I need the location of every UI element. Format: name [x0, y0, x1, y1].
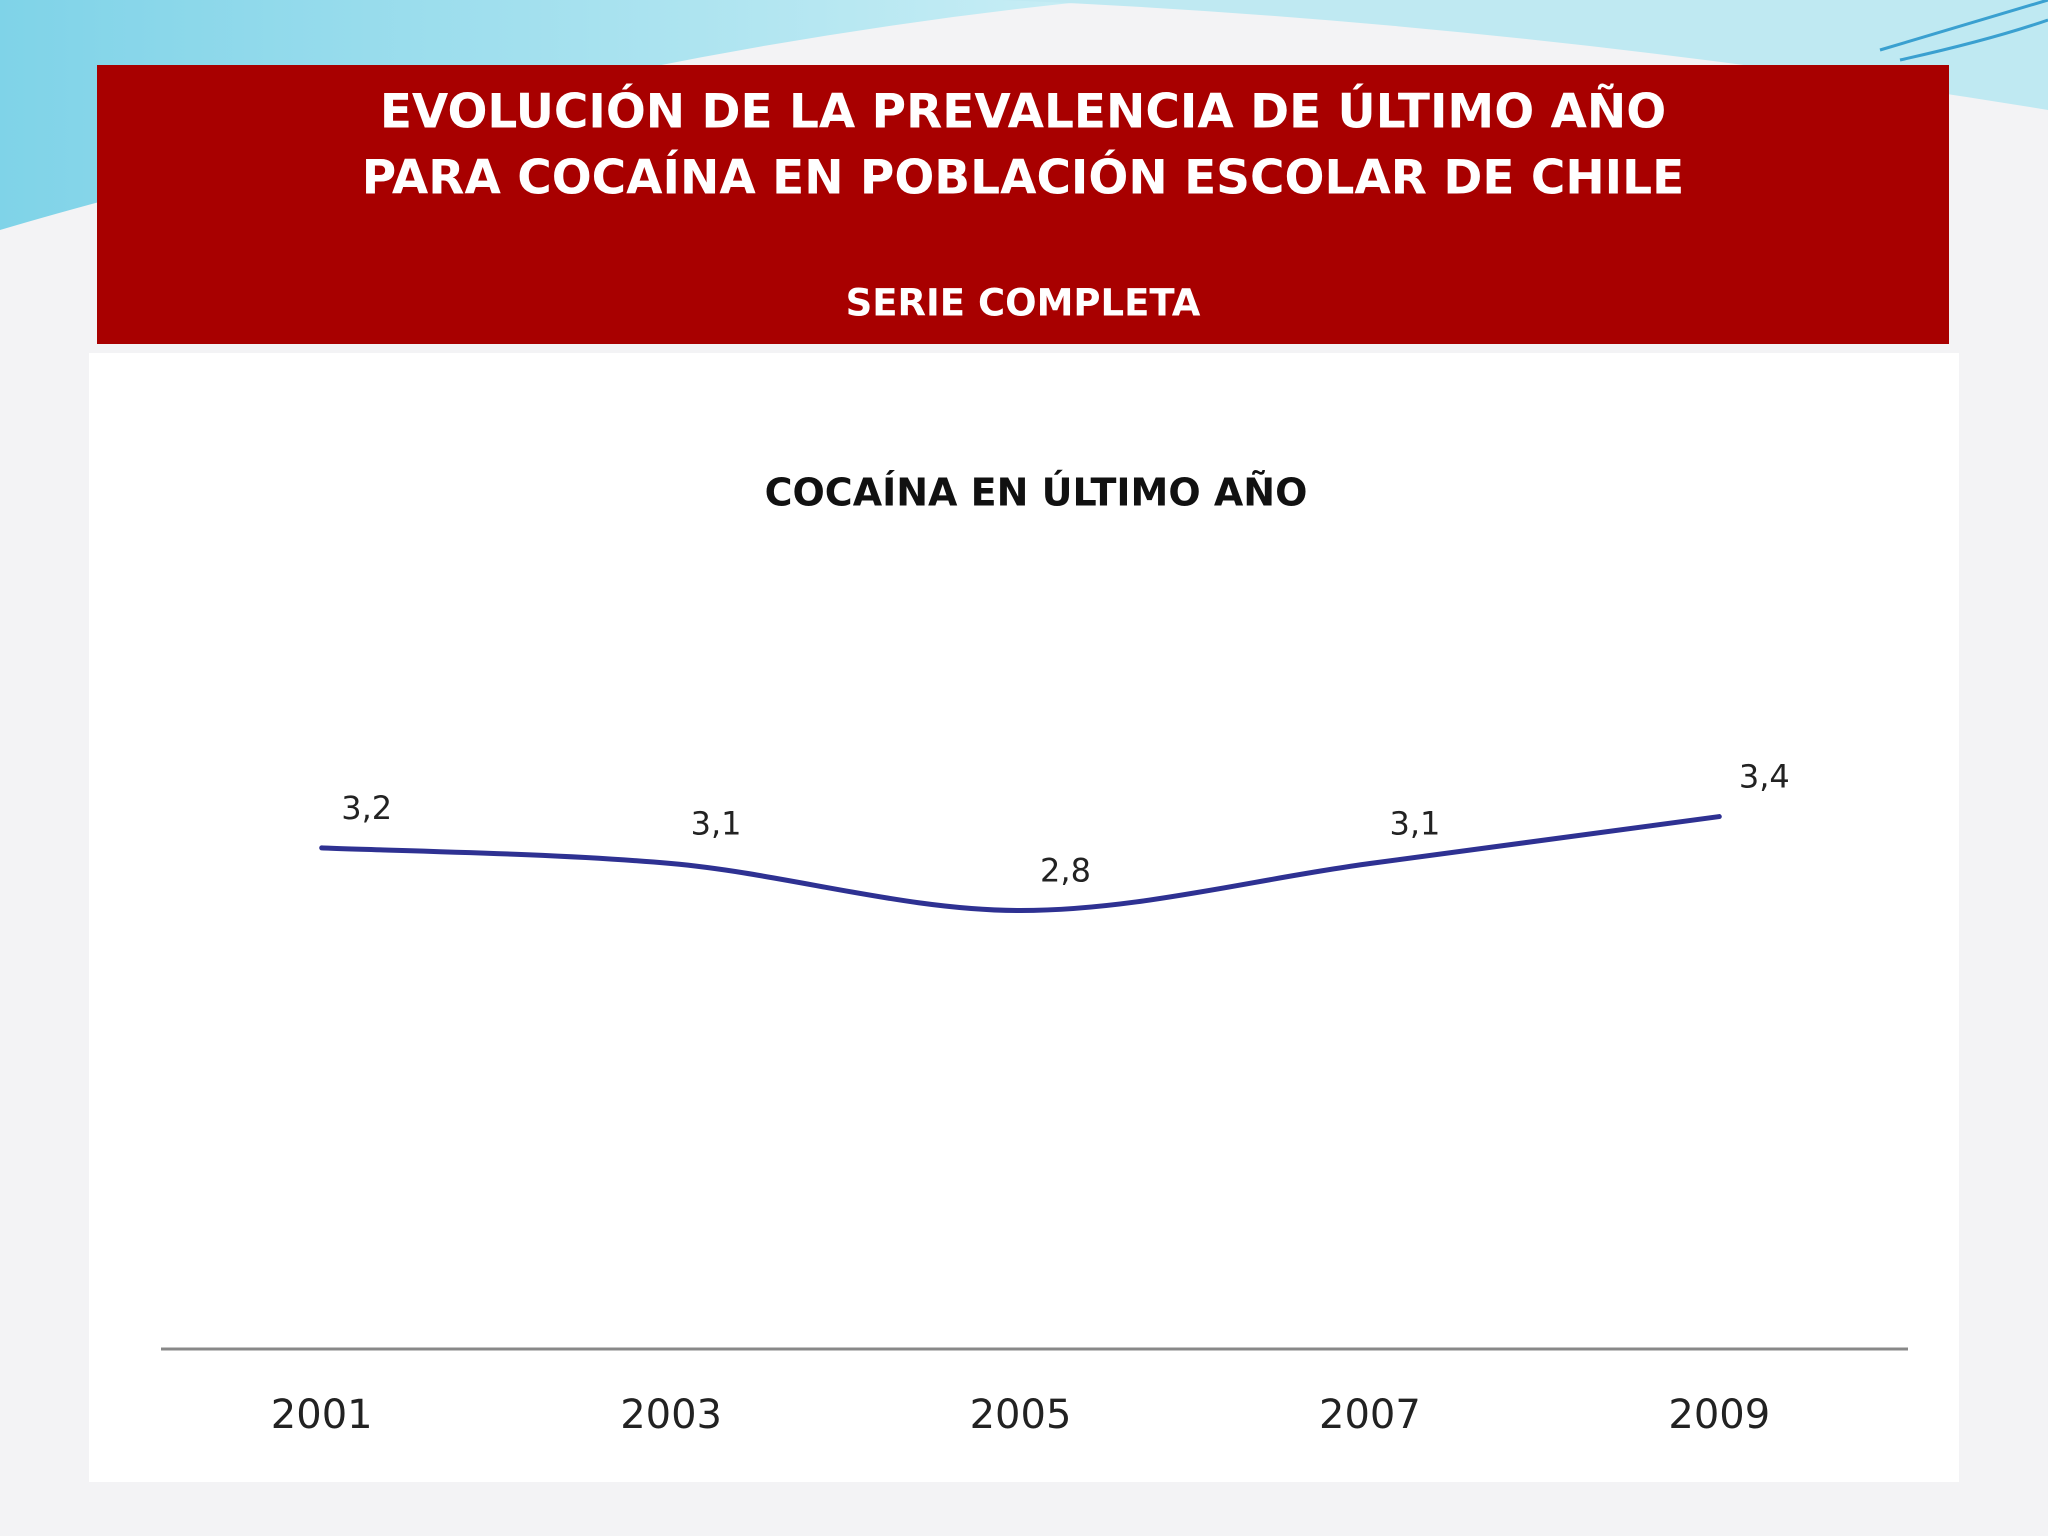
data-label: 3,1 — [691, 805, 742, 843]
data-label: 3,2 — [341, 789, 392, 827]
data-label: 3,1 — [1389, 805, 1440, 843]
chart-title: COCAÍNA EN ÚLTIMO AÑO — [765, 471, 1308, 515]
subtitle: SERIE COMPLETA — [846, 282, 1201, 325]
x-tick-label: 2005 — [970, 1392, 1072, 1438]
data-label: 3,4 — [1739, 758, 1790, 796]
chart-panel — [89, 353, 1959, 1482]
header-box — [97, 65, 1949, 344]
swoosh-lines — [1879, 0, 2048, 62]
x-tick-label: 2009 — [1668, 1392, 1770, 1438]
swoosh-left — [0, 0, 1100, 230]
series-line — [319, 814, 1722, 914]
title-line: PARA COCAÍNA EN POBLACIÓN ESCOLAR DE CHI… — [362, 151, 1684, 206]
title-line: EVOLUCIÓN DE LA PREVALENCIA DE ÚLTIMO AÑ… — [380, 85, 1666, 140]
x-tick-label: 2001 — [271, 1392, 373, 1438]
x-tick-label: 2007 — [1319, 1392, 1421, 1438]
x-tick-label: 2003 — [620, 1392, 722, 1438]
data-label: 2,8 — [1040, 852, 1091, 890]
swoosh-right — [1000, 0, 2048, 110]
